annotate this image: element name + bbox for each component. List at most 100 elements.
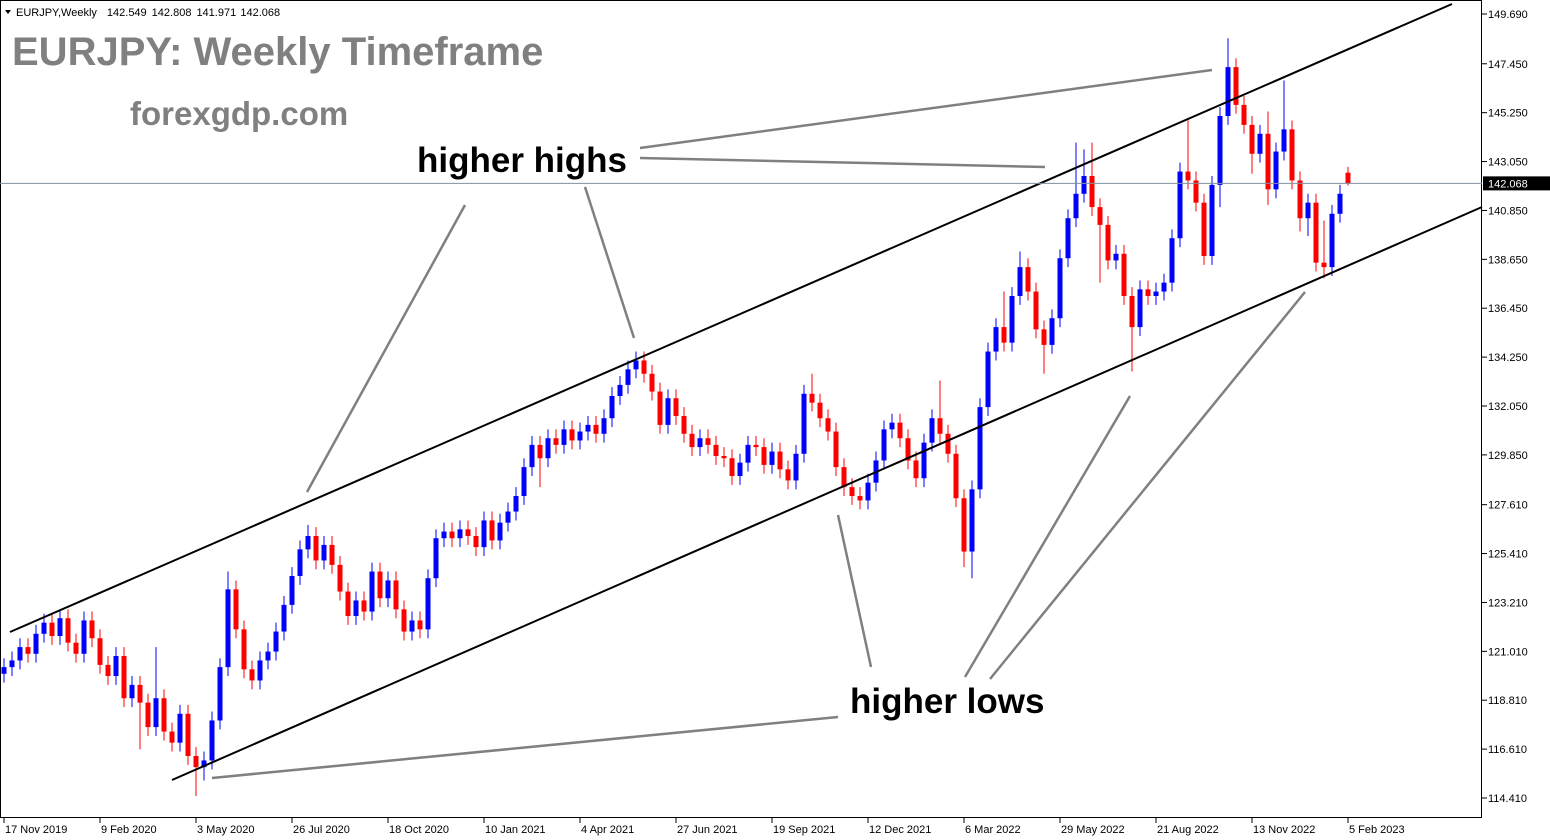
candle-body xyxy=(961,498,967,552)
candle-body xyxy=(921,442,927,479)
candle-body xyxy=(553,438,559,445)
candle-body xyxy=(1057,258,1063,319)
x-tick-label: 19 Sep 2021 xyxy=(773,824,835,836)
y-tick-label: 132.050 xyxy=(1488,401,1528,413)
candle-body xyxy=(793,453,799,481)
candle-body xyxy=(97,638,103,665)
candle-body xyxy=(313,536,319,561)
pointer xyxy=(963,395,1132,678)
candle-body xyxy=(649,373,655,392)
candle-body xyxy=(329,544,335,565)
y-tick-label: 134.250 xyxy=(1488,352,1528,364)
candle-body xyxy=(985,351,991,408)
candle-body xyxy=(9,660,15,668)
header-low: 141.971 xyxy=(196,7,236,19)
annotation: higher highs xyxy=(417,141,627,180)
candle-body xyxy=(209,720,215,761)
candle-body xyxy=(561,429,567,445)
candle-body xyxy=(1033,291,1039,330)
candle-body xyxy=(185,713,191,756)
candle-body xyxy=(137,684,143,703)
candle-body xyxy=(657,391,663,425)
candle-body xyxy=(641,360,647,374)
candle-body xyxy=(401,609,407,632)
x-tick-label: 29 May 2022 xyxy=(1061,824,1125,836)
candle-body xyxy=(753,444,759,448)
x-tick-label: 13 Nov 2022 xyxy=(1253,824,1315,836)
candle-body xyxy=(761,447,767,465)
candle-body xyxy=(217,667,223,721)
pointer xyxy=(639,156,1046,169)
menu-arrow[interactable] xyxy=(5,10,11,14)
y-tick-label: 145.250 xyxy=(1488,108,1528,120)
candle-body xyxy=(425,578,431,630)
candle-body xyxy=(1041,329,1047,345)
candle-body xyxy=(145,702,151,728)
candle-body xyxy=(969,489,975,552)
candle-body xyxy=(817,402,823,419)
plot-border xyxy=(0,0,1482,818)
candle-body xyxy=(257,660,263,681)
candle-body xyxy=(81,620,87,654)
x-tick-label: 18 Oct 2020 xyxy=(389,824,449,836)
header: EURJPY,Weekly 142.549 142.808 141.971 142.06… xyxy=(16,7,280,19)
candle-body xyxy=(1001,327,1007,343)
x-tick-label: 4 Apr 2021 xyxy=(581,824,634,836)
candle-body xyxy=(1345,172,1351,184)
candle-body xyxy=(1105,224,1111,261)
candle-body xyxy=(385,580,391,599)
chart-title: EURJPY: Weekly Timeframe xyxy=(12,30,543,74)
y-tick-label: 116.610 xyxy=(1488,744,1527,756)
candle-body xyxy=(241,629,247,670)
candle-body xyxy=(585,424,591,432)
symbol: EURJPY,Weekly xyxy=(16,7,97,19)
candle-body xyxy=(513,496,519,512)
candle-body xyxy=(1297,180,1303,219)
y-tick-label: 127.610 xyxy=(1488,500,1528,512)
y-tick-label: 138.650 xyxy=(1488,254,1528,266)
candle-body xyxy=(785,469,791,481)
candle-body xyxy=(409,620,415,632)
candle-body xyxy=(297,549,303,576)
candle-body xyxy=(1065,218,1071,259)
candle-body xyxy=(497,522,503,541)
y-tick-label: 129.850 xyxy=(1488,450,1528,462)
candle-body xyxy=(937,418,943,434)
candle-body xyxy=(153,698,159,728)
candle-body xyxy=(825,418,831,432)
y-tick-label: 118.810 xyxy=(1488,695,1527,707)
candle-body xyxy=(537,444,543,459)
price-label: 142.068 xyxy=(1488,178,1528,190)
header-close: 142.068 xyxy=(240,7,280,19)
candle-body xyxy=(769,451,775,465)
candle-body xyxy=(1337,193,1343,214)
candle-body xyxy=(801,393,807,454)
candle-body xyxy=(625,369,631,385)
y-tick-label: 114.410 xyxy=(1488,793,1527,805)
x-tick-label: 26 Jul 2020 xyxy=(293,824,350,836)
candle-body xyxy=(441,531,447,539)
candle-body xyxy=(1121,253,1127,296)
candle-body xyxy=(225,589,231,668)
candle-body xyxy=(65,618,71,643)
pointer xyxy=(836,514,873,668)
x-tick-label: 9 Feb 2020 xyxy=(101,824,157,836)
candle-body xyxy=(161,698,167,732)
candles xyxy=(1,38,1351,796)
chart-subtitle: forexgdp.com xyxy=(130,95,348,132)
candle-body xyxy=(1073,193,1079,219)
candle-body xyxy=(1017,267,1023,296)
candle-body xyxy=(1025,267,1031,292)
candle-body xyxy=(201,760,207,768)
candle-body xyxy=(129,684,135,699)
candle-body xyxy=(273,631,279,652)
price-label-box xyxy=(1483,176,1550,191)
candle-body xyxy=(33,633,39,654)
y-tick-label: 136.450 xyxy=(1488,303,1528,315)
candle-body xyxy=(233,589,239,630)
candle-body xyxy=(193,756,199,768)
candle-body xyxy=(321,544,327,561)
y-tick-label: 147.450 xyxy=(1488,59,1528,71)
candle-body xyxy=(1097,207,1103,225)
candle-body xyxy=(737,462,743,476)
